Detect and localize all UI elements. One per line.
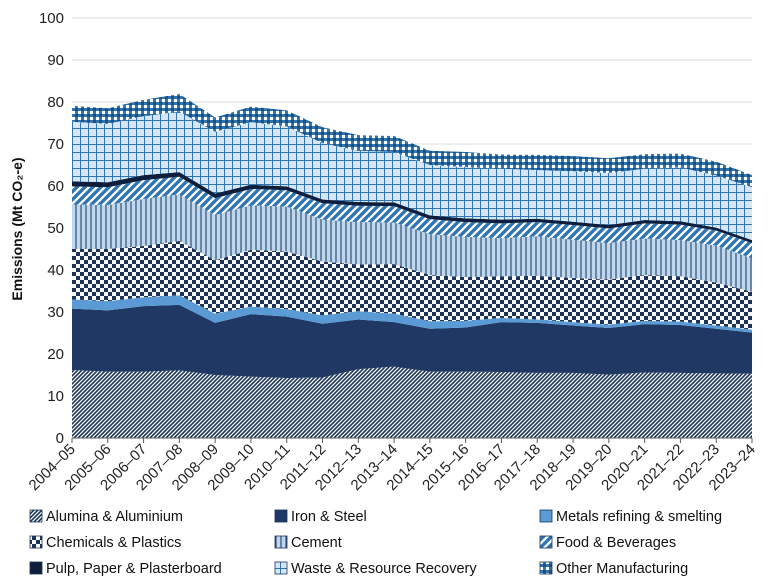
area-waste-resource-recovery — [72, 111, 752, 241]
y-tick-label: 80 — [47, 94, 64, 111]
legend-label: Metals refining & smelting — [556, 509, 722, 525]
legend-item-alumina-aluminium: Alumina & Aluminium — [29, 509, 183, 525]
area-chemicals-plastics — [72, 241, 752, 330]
legend-label: Pulp, Paper & Plasterboard — [46, 561, 222, 577]
legend: Alumina & Aluminium Iron & Steel Metals re… — [29, 509, 722, 577]
y-axis-label: Emissions (Mt CO₂-e) — [9, 157, 25, 300]
legend-swatch — [274, 561, 288, 575]
y-tick-label: 60 — [47, 178, 64, 195]
y-tick-label: 10 — [47, 388, 64, 405]
y-tick-label: 50 — [47, 220, 64, 237]
y-tick-label: 90 — [47, 52, 64, 69]
y-tick-label: 70 — [47, 136, 64, 153]
legend-swatch — [539, 535, 553, 549]
legend-item-waste-resource-recovery: Waste & Resource Recovery — [274, 561, 477, 577]
legend-label: Other Manufacturing — [556, 561, 688, 577]
area-food-beverages — [72, 176, 752, 259]
y-tick-label: 40 — [47, 262, 64, 279]
area-iron-steel — [72, 304, 752, 378]
legend-swatch — [539, 509, 553, 523]
area-series — [72, 94, 752, 438]
legend-swatch — [539, 561, 553, 575]
area-cement — [72, 194, 752, 292]
area-alumina-aluminium — [72, 366, 752, 438]
legend-swatch — [274, 535, 288, 549]
legend-label: Food & Beverages — [556, 535, 676, 551]
legend-label: Alumina & Aluminium — [46, 509, 183, 525]
y-tick-label: 20 — [47, 346, 64, 363]
legend-swatch — [274, 509, 288, 523]
legend-swatch — [29, 535, 43, 549]
legend-item-chemicals-plastics: Chemicals & Plastics — [29, 535, 181, 551]
area-pulp-paper-plasterboard — [72, 172, 752, 244]
legend-item-pulp-paper-plasterboard: Pulp, Paper & Plasterboard — [29, 561, 222, 577]
legend-label: Chemicals & Plastics — [46, 535, 181, 551]
area-other-manufacturing — [72, 94, 752, 188]
y-tick-label: 100 — [39, 10, 64, 27]
y-tick-label: 0 — [56, 430, 64, 447]
legend-item-iron-steel: Iron & Steel — [274, 509, 367, 525]
legend-label: Cement — [291, 535, 342, 551]
legend-item-cement: Cement — [274, 535, 342, 551]
y-tick-label: 30 — [47, 304, 64, 321]
legend-item-food-beverages: Food & Beverages — [539, 535, 676, 551]
legend-swatch — [29, 509, 43, 523]
area-metals-refining-smelting — [72, 295, 752, 333]
legend-label: Iron & Steel — [291, 509, 367, 525]
legend-label: Waste & Resource Recovery — [291, 561, 477, 577]
legend-swatch — [29, 561, 43, 575]
legend-item-metals-refining-smelting: Metals refining & smelting — [539, 509, 722, 525]
legend-item-other-manufacturing: Other Manufacturing — [539, 561, 688, 577]
